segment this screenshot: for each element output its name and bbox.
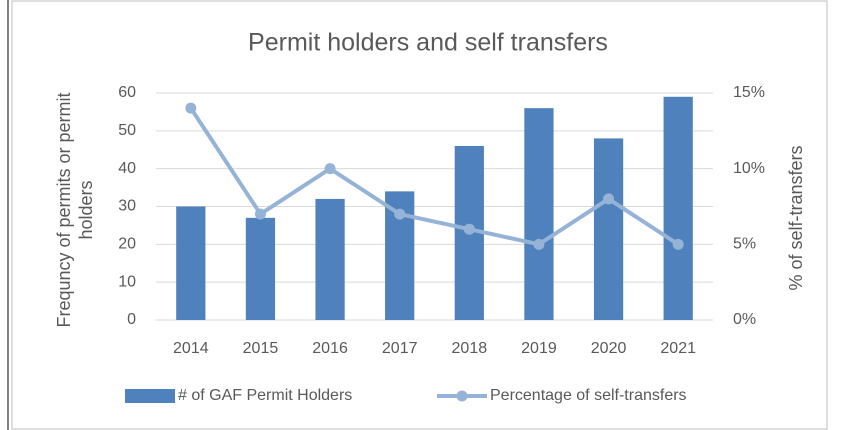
y-tick-label: 0 (127, 311, 136, 328)
y-tick-label: 10 (118, 273, 136, 290)
bar (245, 217, 276, 320)
bar (663, 96, 693, 321)
line-point (324, 163, 336, 175)
bar (176, 206, 206, 320)
y2-tick-label: 5% (733, 236, 756, 253)
line-point (185, 102, 197, 114)
y-tick-label: 50 (118, 122, 136, 139)
x-tick-label: 2019 (521, 340, 557, 357)
y-tick-label: 20 (118, 236, 136, 253)
y2-axis-title: % of self-transfers (786, 145, 806, 290)
y2-tick-label: 0% (733, 311, 756, 328)
x-tick-label: 2016 (312, 340, 348, 357)
line-point (533, 238, 545, 250)
legend-swatch (456, 390, 468, 402)
frame (11, 0, 828, 430)
x-tick-label: 2020 (591, 340, 627, 357)
x-tick-label: 2015 (243, 340, 279, 357)
bar (524, 108, 554, 320)
line-point (254, 208, 266, 220)
line-point (603, 193, 615, 205)
x-tick-label: 2018 (452, 340, 488, 357)
y2-tick-label: 10% (733, 160, 765, 177)
y-axis-title: Frequncy of permits or permit holders (54, 92, 96, 328)
bar (593, 138, 624, 320)
line-point (394, 208, 406, 220)
chart-title: Permit holders and self transfers (248, 29, 608, 57)
x-tick-label: 2014 (173, 340, 209, 357)
y2-tick-label: 15% (733, 84, 765, 101)
legend-label: Percentage of self-transfers (490, 387, 687, 404)
y-tick-label: 30 (118, 198, 136, 215)
y-tick-label: 40 (118, 160, 136, 177)
line-point (672, 238, 684, 250)
line (189, 107, 680, 247)
legend-label: # of GAF Permit Holders (178, 387, 352, 404)
bar (315, 198, 345, 320)
x-tick-label: 2017 (382, 340, 418, 357)
y-tick-label: 60 (118, 84, 136, 101)
legend-swatch (125, 389, 175, 403)
x-tick-label: 2021 (660, 340, 696, 357)
line-point (463, 223, 475, 235)
